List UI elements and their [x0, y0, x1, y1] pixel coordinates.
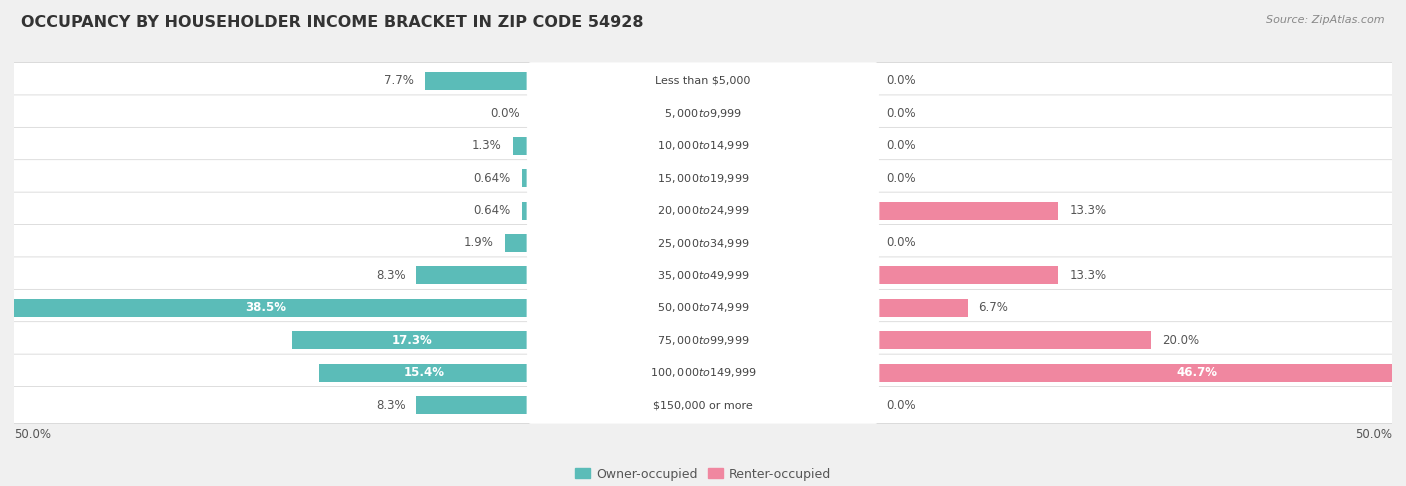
Text: 20.0%: 20.0%	[1161, 334, 1199, 347]
Text: $20,000 to $24,999: $20,000 to $24,999	[657, 204, 749, 217]
Text: 13.3%: 13.3%	[1070, 204, 1107, 217]
Text: 50.0%: 50.0%	[14, 428, 51, 441]
Bar	[0, 299, 531, 317]
Text: $15,000 to $19,999: $15,000 to $19,999	[657, 172, 749, 185]
FancyBboxPatch shape	[6, 386, 1400, 423]
FancyBboxPatch shape	[527, 354, 879, 391]
Text: $100,000 to $149,999: $100,000 to $149,999	[650, 366, 756, 379]
FancyBboxPatch shape	[6, 354, 1400, 391]
Bar	[425, 72, 531, 90]
Text: 0.0%: 0.0%	[491, 107, 520, 120]
Bar	[416, 396, 531, 414]
Text: $35,000 to $49,999: $35,000 to $49,999	[657, 269, 749, 282]
Text: 8.3%: 8.3%	[375, 269, 405, 282]
FancyBboxPatch shape	[527, 224, 879, 262]
Text: 50.0%: 50.0%	[1355, 428, 1392, 441]
Text: 0.0%: 0.0%	[886, 237, 915, 249]
Text: $75,000 to $99,999: $75,000 to $99,999	[657, 334, 749, 347]
Text: Less than $5,000: Less than $5,000	[655, 76, 751, 86]
Text: $25,000 to $34,999: $25,000 to $34,999	[657, 237, 749, 249]
Text: 0.0%: 0.0%	[886, 139, 915, 152]
FancyBboxPatch shape	[527, 95, 879, 132]
Bar	[505, 234, 531, 252]
Bar	[513, 137, 531, 155]
Bar	[292, 331, 531, 349]
Text: 6.7%: 6.7%	[979, 301, 1008, 314]
FancyBboxPatch shape	[6, 160, 1400, 197]
Bar	[875, 299, 967, 317]
Text: 7.7%: 7.7%	[384, 74, 413, 87]
FancyBboxPatch shape	[527, 321, 879, 359]
Bar	[875, 266, 1059, 284]
FancyBboxPatch shape	[6, 192, 1400, 229]
Text: 38.5%: 38.5%	[245, 301, 285, 314]
FancyBboxPatch shape	[6, 257, 1400, 294]
Text: 8.3%: 8.3%	[375, 399, 405, 412]
Legend: Owner-occupied, Renter-occupied: Owner-occupied, Renter-occupied	[575, 468, 831, 481]
Text: 0.0%: 0.0%	[886, 399, 915, 412]
Text: OCCUPANCY BY HOUSEHOLDER INCOME BRACKET IN ZIP CODE 54928: OCCUPANCY BY HOUSEHOLDER INCOME BRACKET …	[21, 15, 644, 30]
Text: 0.0%: 0.0%	[886, 74, 915, 87]
FancyBboxPatch shape	[6, 127, 1400, 164]
FancyBboxPatch shape	[527, 289, 879, 327]
Text: 15.4%: 15.4%	[404, 366, 446, 379]
Text: 0.0%: 0.0%	[886, 172, 915, 185]
Text: 13.3%: 13.3%	[1070, 269, 1107, 282]
FancyBboxPatch shape	[527, 192, 879, 229]
FancyBboxPatch shape	[527, 386, 879, 424]
Bar	[875, 364, 1406, 382]
FancyBboxPatch shape	[6, 225, 1400, 261]
FancyBboxPatch shape	[527, 159, 879, 197]
Bar	[875, 202, 1059, 220]
Text: 0.0%: 0.0%	[886, 107, 915, 120]
FancyBboxPatch shape	[6, 322, 1400, 359]
Text: $5,000 to $9,999: $5,000 to $9,999	[664, 107, 742, 120]
Text: 1.3%: 1.3%	[472, 139, 502, 152]
Text: $50,000 to $74,999: $50,000 to $74,999	[657, 301, 749, 314]
FancyBboxPatch shape	[527, 62, 879, 100]
Text: 46.7%: 46.7%	[1177, 366, 1218, 379]
Text: 0.64%: 0.64%	[474, 172, 510, 185]
FancyBboxPatch shape	[527, 257, 879, 294]
Text: $10,000 to $14,999: $10,000 to $14,999	[657, 139, 749, 152]
Bar	[875, 331, 1152, 349]
Text: Source: ZipAtlas.com: Source: ZipAtlas.com	[1267, 15, 1385, 25]
Text: $150,000 or more: $150,000 or more	[654, 400, 752, 410]
Bar	[522, 202, 531, 220]
Text: 17.3%: 17.3%	[391, 334, 432, 347]
Bar	[416, 266, 531, 284]
Bar	[522, 169, 531, 187]
FancyBboxPatch shape	[6, 289, 1400, 326]
Text: 0.64%: 0.64%	[474, 204, 510, 217]
Text: 1.9%: 1.9%	[464, 237, 494, 249]
Bar	[319, 364, 531, 382]
FancyBboxPatch shape	[6, 63, 1400, 100]
FancyBboxPatch shape	[527, 127, 879, 165]
FancyBboxPatch shape	[6, 95, 1400, 132]
